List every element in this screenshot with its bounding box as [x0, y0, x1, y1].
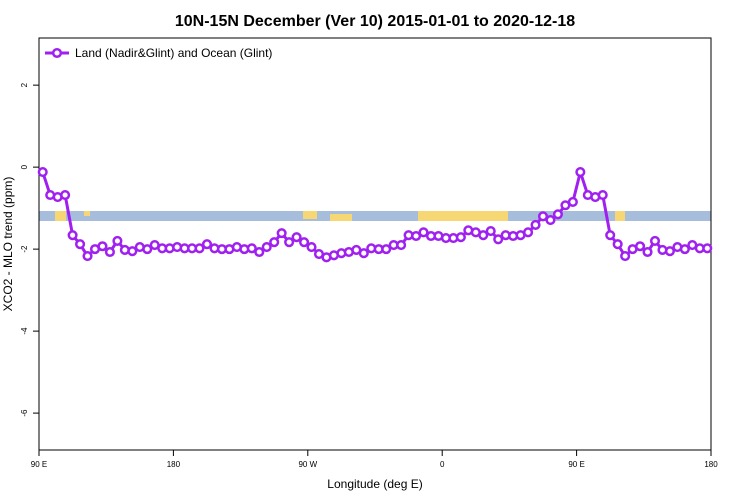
data-point [254, 246, 265, 258]
y-tick-label: -6 [20, 409, 29, 417]
data-point [261, 242, 272, 253]
data-point [276, 228, 287, 239]
chart-title: 10N-15N December (Ver 10) 2015-01-01 to … [175, 13, 575, 30]
legend-marker [51, 47, 63, 59]
data-point [418, 227, 429, 238]
data-point [358, 248, 369, 259]
data-point [269, 237, 280, 248]
x-tick-label: 180 [167, 460, 181, 469]
x-tick-label: 90 E [568, 460, 584, 469]
data-point [67, 230, 78, 241]
data-point [485, 226, 496, 237]
data-point [299, 237, 310, 248]
data-point [82, 251, 93, 262]
data-point [679, 244, 690, 255]
data-point [642, 246, 653, 258]
data-point [381, 244, 392, 255]
x-axis-label: Longitude (deg E) [327, 477, 422, 491]
data-point [664, 246, 675, 257]
data-point [478, 230, 489, 241]
y-tick-label: -2 [20, 245, 29, 253]
x-tick-label: 90 W [298, 460, 317, 469]
map-strip [39, 211, 711, 221]
data-point [545, 214, 556, 226]
data-point [127, 246, 138, 257]
x-tick-label: 0 [440, 460, 445, 469]
x-tick-label: 90 E [31, 460, 47, 469]
x-tick-label: 180 [704, 460, 718, 469]
plot-frame [38, 37, 712, 451]
data-point [104, 246, 115, 258]
data-point [620, 251, 631, 262]
data-point [194, 243, 205, 254]
data-point [201, 239, 213, 250]
data-point [530, 219, 541, 230]
data-point [612, 239, 623, 250]
data-point [537, 211, 549, 222]
legend-label: Land (Nadir&Glint) and Ocean (Glint) [75, 46, 272, 60]
data-point [523, 227, 534, 238]
data-point [493, 234, 504, 245]
data-point [411, 230, 422, 242]
data-point [635, 241, 646, 252]
data-point [605, 230, 616, 241]
data-point [60, 189, 71, 201]
y-axis-label: XCO2 - MLO trend (ppm) [1, 177, 15, 312]
data-point [75, 239, 86, 250]
data-point [702, 243, 713, 254]
y-tick-label: 0 [20, 164, 29, 169]
data-point [142, 244, 153, 255]
data-point [306, 242, 317, 253]
data-point [567, 196, 578, 208]
data-point [575, 167, 586, 178]
data-point [597, 189, 608, 201]
data-point [552, 209, 563, 220]
data-point [284, 237, 295, 248]
data-point [291, 232, 302, 243]
data-point [396, 239, 407, 251]
data-point [649, 235, 661, 246]
data-point [37, 167, 48, 178]
y-tick-label: 2 [20, 82, 29, 87]
data-point [246, 243, 257, 254]
data-point [455, 232, 466, 243]
data-point [112, 235, 123, 246]
y-tick-label: -4 [20, 327, 29, 335]
data-point [97, 241, 108, 252]
